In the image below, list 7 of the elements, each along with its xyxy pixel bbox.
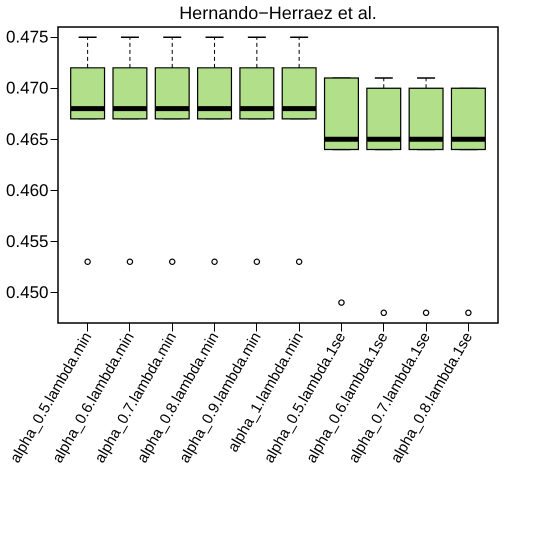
chart-title: Hernando−Herraez et al. [179,3,377,23]
y-tick-label: 0.455 [6,232,48,251]
y-tick-label: 0.460 [6,180,48,200]
y-tick-label: 0.475 [6,28,48,47]
y-tick-label: 0.470 [6,78,48,98]
y-tick-label: 0.450 [6,282,48,302]
y-tick-label: 0.465 [6,130,48,149]
